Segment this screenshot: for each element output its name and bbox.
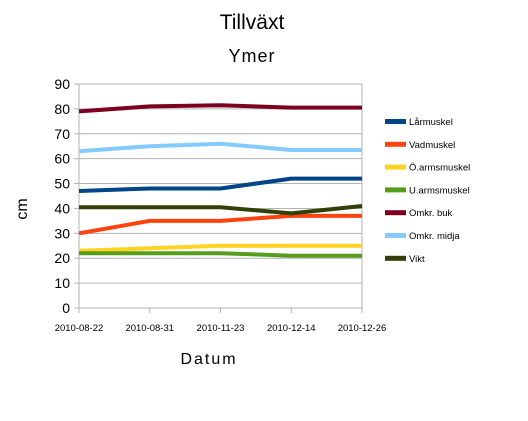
legend-label: Ö.armsmuskel bbox=[409, 163, 470, 174]
y-tick-label: 80 bbox=[54, 101, 70, 117]
x-tick-label: 2010-12-26 bbox=[338, 323, 387, 334]
legend-label: Omkr. midja bbox=[409, 231, 460, 242]
x-tick-labels: 2010-08-22 2010-08-31 2010-11-23 2010-12-14… bbox=[55, 323, 387, 334]
legend-label: Vadmuskel bbox=[409, 140, 455, 151]
y-axis-label: cm bbox=[14, 198, 31, 219]
legend-label: Lårmuskel bbox=[409, 117, 453, 128]
y-tick-label: 50 bbox=[54, 176, 70, 192]
legend-swatch bbox=[385, 255, 406, 261]
series-line-6 bbox=[78, 141, 362, 154]
legend-label: U.armsmuskel bbox=[409, 185, 470, 196]
legend: Lårmuskel Vadmuskel Ö.armsmuskel U.armsmusk… bbox=[385, 117, 470, 265]
y-tick-labels: 0 10 20 30 40 50 60 70 80 90 bbox=[54, 76, 70, 316]
series-line-1 bbox=[78, 176, 362, 193]
legend-swatch bbox=[385, 187, 406, 193]
series-line-2 bbox=[78, 213, 362, 236]
series-line-5 bbox=[78, 103, 362, 114]
legend-swatch bbox=[385, 233, 406, 238]
chart-subtitle: Ymer bbox=[228, 46, 275, 66]
y-tick-label: 10 bbox=[54, 275, 70, 291]
series-line-3 bbox=[78, 243, 362, 253]
legend-swatch bbox=[385, 119, 406, 124]
x-axis-label: Datum bbox=[180, 351, 237, 368]
y-tick-label: 0 bbox=[62, 300, 70, 316]
legend-swatch bbox=[385, 164, 406, 170]
series-line-7 bbox=[79, 204, 363, 216]
legend-label: Omkr. buk bbox=[409, 208, 453, 219]
y-tick-label: 30 bbox=[54, 225, 70, 241]
y-tick-label: 90 bbox=[54, 76, 70, 92]
legend-swatch bbox=[385, 141, 406, 147]
x-tick-label: 2010-12-14 bbox=[267, 323, 316, 334]
y-tick-label: 40 bbox=[54, 200, 70, 216]
x-tick-label: 2010-08-22 bbox=[55, 323, 104, 334]
y-tick-label: 70 bbox=[54, 126, 70, 142]
x-tick-label: 2010-11-23 bbox=[197, 323, 245, 334]
legend-swatch bbox=[385, 210, 406, 216]
chart-title: Tillväxt bbox=[220, 11, 285, 34]
y-tick-label: 20 bbox=[54, 250, 70, 266]
legend-label: Vikt bbox=[409, 254, 425, 265]
y-tick-label: 60 bbox=[54, 151, 70, 167]
x-tick-label: 2010-08-31 bbox=[125, 323, 174, 334]
series-lines bbox=[78, 103, 363, 258]
series-line-4 bbox=[79, 251, 362, 258]
axes bbox=[74, 83, 363, 313]
